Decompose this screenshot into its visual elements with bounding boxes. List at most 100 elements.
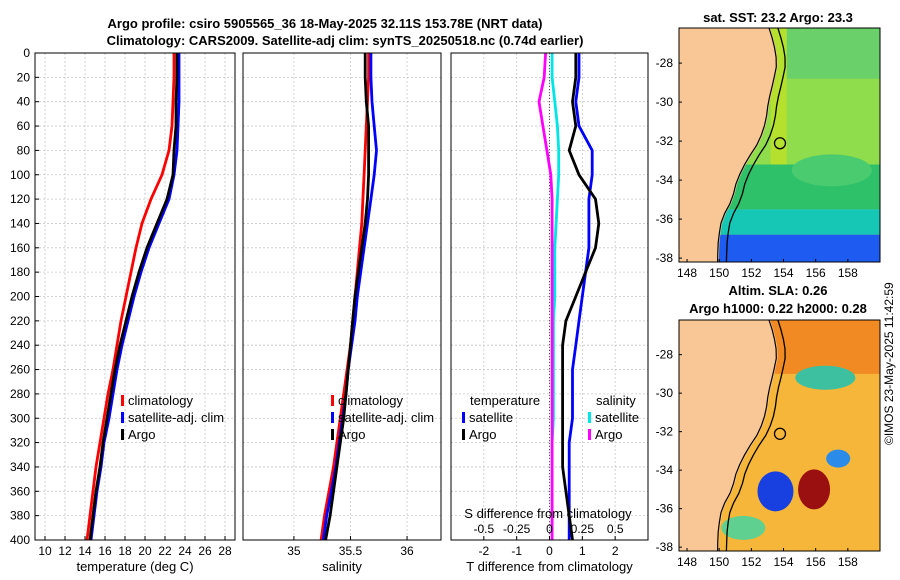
- legend-label: Argo: [469, 427, 496, 442]
- map-x-tick-label: 158: [838, 266, 858, 280]
- map-x-tick-label: 158: [838, 555, 858, 569]
- x-tick-label: 0: [546, 544, 553, 558]
- legend-swatch: [331, 429, 334, 440]
- isobath-line: [725, 27, 786, 263]
- map-x-tick-label: 156: [806, 266, 826, 280]
- x-tick-label: 24: [178, 544, 192, 558]
- y-tick-label: 400: [10, 533, 30, 547]
- s-axis-tick-label: 0.5: [607, 522, 624, 536]
- x-tick-label: 36: [400, 544, 414, 558]
- y-tick-label: 160: [10, 241, 30, 255]
- sla-field-cold-eddy: [757, 471, 794, 512]
- y-tick-label: 240: [10, 338, 30, 352]
- x-tick-label: 14: [78, 544, 92, 558]
- map-x-tick-label: 148: [677, 555, 697, 569]
- temperature-profile-panel: 10 12 14 16 18 20 22 24 26 28 temperature (deg C) 0…: [10, 46, 236, 574]
- x-tick-label: 26: [198, 544, 212, 558]
- map-x-tick-label: 150: [709, 266, 729, 280]
- s-axis-label: S difference from climatology: [464, 506, 632, 521]
- s-axis-tick-label: 0: [546, 522, 553, 536]
- legend-label: climatology: [338, 393, 404, 408]
- sla-map-title: Altim. SLA: 0.26: [729, 283, 828, 298]
- map-y-tick-label: -38: [656, 251, 674, 265]
- legend-swatch: [462, 412, 465, 423]
- y-tick-label: 340: [10, 460, 30, 474]
- map-y-tick-label: -38: [656, 540, 674, 554]
- legend-header-salinity: salinity: [596, 393, 636, 408]
- salinity-profile-panel: 35 35.5 36 salinity climatology satellite-adj…: [242, 52, 442, 574]
- sla-field-warm-eddy: [798, 469, 831, 510]
- x-axis-label: T difference from climatology: [466, 559, 633, 574]
- series-line-t-satellite: [567, 53, 594, 540]
- map-x-tick-label: 154: [774, 555, 794, 569]
- y-tick-label: 60: [17, 119, 31, 133]
- imos-timestamp: ©IMOS 23-May-2025 11:42:59: [882, 282, 896, 445]
- x-tick-label: 12: [58, 544, 72, 558]
- map-x-tick-label: 154: [774, 266, 794, 280]
- map-x-tick-label: 150: [709, 555, 729, 569]
- x-tick-label: 10: [38, 544, 52, 558]
- y-tick-label: 0: [23, 46, 30, 60]
- y-tick-label: 280: [10, 387, 30, 401]
- sla-map-subtitle: Argo h1000: 0.22 h2000: 0.28: [689, 301, 867, 316]
- map-y-tick-label: -34: [656, 463, 674, 477]
- sla-field-small-eddy: [826, 449, 851, 468]
- axes-frame: [242, 52, 442, 541]
- y-tick-label: 260: [10, 363, 30, 377]
- s-axis-tick-label: -0.25: [503, 522, 531, 536]
- profile-location-marker: [773, 137, 787, 150]
- s-axis-tick-label: 0.25: [571, 522, 595, 536]
- x-tick-label: 35.5: [339, 544, 363, 558]
- map-y-tick-label: -36: [656, 212, 674, 226]
- x-tick-label: 35: [287, 544, 301, 558]
- legend-label: climatology: [128, 393, 194, 408]
- legend-label: satellite-adj. clim: [338, 410, 434, 425]
- map-y-tick-label: -28: [656, 56, 674, 70]
- isobath-line: [725, 319, 786, 552]
- map-x-tick-label: 152: [741, 555, 761, 569]
- y-tick-label: 220: [10, 314, 30, 328]
- x-tick-label: 1: [579, 544, 586, 558]
- series-line-s-argo: [537, 52, 554, 540]
- legend-swatch: [121, 395, 124, 406]
- legend-label: satellite-adj. clim: [128, 410, 224, 425]
- legend-swatch: [331, 412, 334, 423]
- y-tick-label: 380: [10, 509, 30, 523]
- ocean-field: [718, 28, 880, 262]
- figure-title-line2: Climatology: CARS2009. Satellite-adj cli…: [107, 33, 584, 48]
- y-tick-label: 120: [10, 192, 30, 206]
- map-y-tick-label: -30: [656, 95, 674, 109]
- y-tick-label: 40: [17, 95, 31, 109]
- y-tick-label: 140: [10, 216, 30, 230]
- series-line-t-argo: [561, 53, 601, 541]
- legend-label: satellite: [595, 410, 639, 425]
- x-tick-label: 16: [98, 544, 112, 558]
- y-tick-label: 180: [10, 265, 30, 279]
- legend-swatch: [331, 395, 334, 406]
- map-y-tick-label: -32: [656, 425, 674, 439]
- y-tick-label: 80: [17, 143, 31, 157]
- legend-label: Argo: [128, 427, 155, 442]
- x-axis-label: salinity: [322, 559, 362, 574]
- legend-swatch: [588, 429, 591, 440]
- series-line-argo: [324, 53, 371, 541]
- map-x-tick-label: 148: [677, 266, 697, 280]
- legend-swatch: [121, 429, 124, 440]
- map-y-tick-label: -34: [656, 173, 674, 187]
- map-y-tick-label: -36: [656, 502, 674, 516]
- legend-label: Argo: [595, 427, 622, 442]
- map-x-tick-label: 156: [806, 555, 826, 569]
- map-y-tick-label: -30: [656, 386, 674, 400]
- y-tick-label: 300: [10, 411, 30, 425]
- x-tick-label: 22: [158, 544, 172, 558]
- legend-swatch: [462, 429, 465, 440]
- x-axis-label: temperature (deg C): [76, 559, 193, 574]
- sst-map-title: sat. SST: 23.2 Argo: 23.3: [703, 10, 853, 25]
- x-tick-label: -1: [511, 544, 522, 558]
- profile-location-marker: [773, 427, 787, 440]
- series-line-climatology: [85, 53, 176, 541]
- x-tick-label: 2: [612, 544, 619, 558]
- sst-field-eddy: [791, 154, 872, 187]
- y-tick-label: 100: [10, 168, 30, 182]
